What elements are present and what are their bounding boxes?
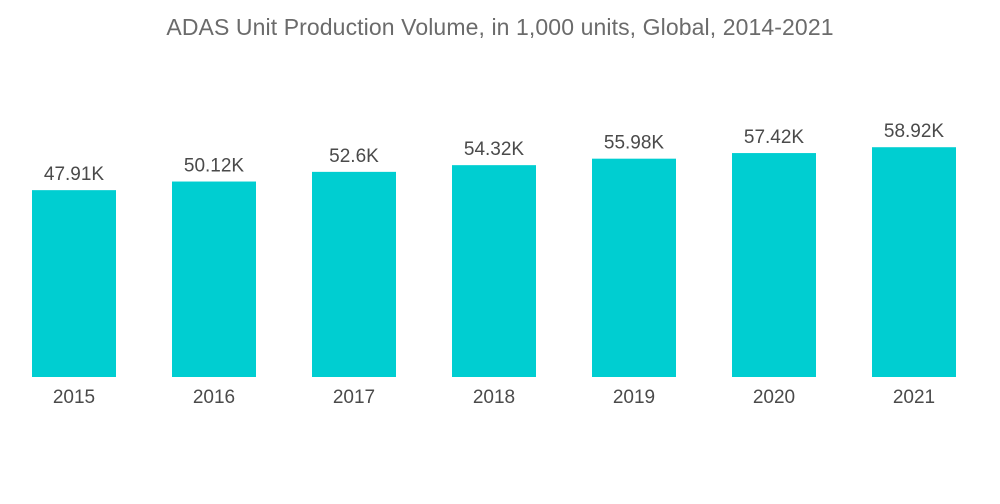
chart-title: ADAS Unit Production Volume, in 1,000 un… bbox=[166, 14, 834, 40]
value-label-2019: 55.98K bbox=[604, 133, 665, 154]
value-label-2015: 47.91K bbox=[44, 164, 105, 185]
value-label-2021: 58.92K bbox=[884, 121, 945, 142]
bar-2015 bbox=[32, 190, 116, 377]
bar-2018 bbox=[452, 165, 536, 377]
value-label-2017: 52.6K bbox=[329, 146, 379, 167]
x-axis-ticks: 2015 2016 2017 2018 2019 2020 2021 bbox=[53, 387, 935, 408]
bar-2016 bbox=[172, 181, 256, 377]
value-label-2016: 50.12K bbox=[184, 156, 245, 177]
value-labels-layer: 47.91K 50.12K 52.6K 54.32K 55.98K 57.42K 58.92… bbox=[44, 121, 945, 185]
x-tick-label-2015: 2015 bbox=[53, 387, 95, 408]
x-tick-label-2021: 2021 bbox=[893, 387, 935, 408]
bar-2017 bbox=[312, 171, 396, 377]
bar-2020 bbox=[732, 153, 816, 377]
x-tick-label-2019: 2019 bbox=[613, 387, 655, 408]
bar-2019 bbox=[592, 158, 676, 377]
bar-2021 bbox=[872, 147, 956, 377]
x-tick-label-2018: 2018 bbox=[473, 387, 515, 408]
value-label-2020: 57.42K bbox=[744, 127, 805, 148]
x-tick-label-2020: 2020 bbox=[753, 387, 795, 408]
x-tick-label-2016: 2016 bbox=[193, 387, 235, 408]
bars-layer bbox=[32, 147, 956, 377]
value-label-2018: 54.32K bbox=[464, 139, 525, 160]
x-tick-label-2017: 2017 bbox=[333, 387, 375, 408]
